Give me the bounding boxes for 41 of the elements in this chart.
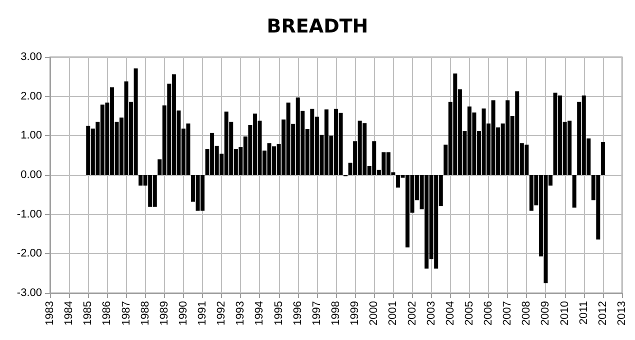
y-tick-label: -1.00 <box>16 208 42 220</box>
x-tick-label: 2010 <box>558 301 571 326</box>
x-tick-label: 2004 <box>444 301 456 326</box>
x-tick-label: 1987 <box>120 301 132 326</box>
x-tick-label: 1988 <box>139 301 152 326</box>
x-tick-label: 2003 <box>425 301 438 326</box>
x-tick-label: 2009 <box>540 301 552 326</box>
x-tick-label: 2007 <box>502 301 514 326</box>
x-tick-label: 1991 <box>196 301 209 326</box>
y-tick-label: 2.00 <box>20 90 42 102</box>
x-tick-label: 1984 <box>63 301 76 326</box>
x-tick-label: 2013 <box>616 301 628 326</box>
x-tick-label: 1986 <box>101 301 114 326</box>
y-tick-label: 0.00 <box>20 169 42 181</box>
x-tick-label: 1998 <box>330 301 342 326</box>
chart-title: BREADTH <box>266 16 368 38</box>
x-tick-label: 1992 <box>216 301 228 326</box>
y-tick-label: 1.00 <box>20 130 42 142</box>
y-tick-label: -3.00 <box>16 287 42 299</box>
x-tick-label: 1997 <box>310 301 323 326</box>
x-tick-label: 1999 <box>349 301 362 326</box>
x-tick-label: 1990 <box>177 301 190 326</box>
x-tick-label: 1983 <box>44 301 56 326</box>
y-tick-label: 3.00 <box>20 51 42 63</box>
bar <box>600 142 605 175</box>
x-tick-label: 1995 <box>272 301 285 326</box>
bar <box>572 175 576 208</box>
x-tick-label: 1989 <box>158 301 170 326</box>
x-tick-label: 2011 <box>578 301 590 325</box>
x-tick-label: 2008 <box>520 301 533 326</box>
y-tick-label: -2.00 <box>16 248 42 260</box>
x-tick-label: 2012 <box>596 301 609 326</box>
x-tick-label: 2000 <box>368 301 380 326</box>
x-tick-label: 2005 <box>463 301 476 326</box>
x-tick-label: 1996 <box>292 301 304 326</box>
x-tick-label: 2001 <box>387 301 400 326</box>
x-tick-label: 1993 <box>234 301 247 326</box>
x-tick-label: 2002 <box>406 301 418 326</box>
x-tick-label: 2006 <box>482 301 495 326</box>
x-tick-label: 1985 <box>82 301 94 326</box>
x-tick-label: 1994 <box>254 301 266 326</box>
